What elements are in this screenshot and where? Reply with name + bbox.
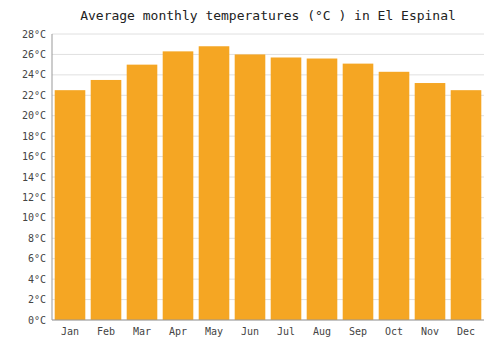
y-tick-label: 22°C <box>22 90 46 101</box>
x-axis-line <box>52 320 484 321</box>
x-tick-label: Jan <box>61 326 79 337</box>
bar <box>91 80 122 320</box>
y-tick-label: 28°C <box>22 29 46 40</box>
bar <box>235 54 266 320</box>
y-tick-label: 0°C <box>28 315 46 326</box>
y-tick-label: 12°C <box>22 192 46 203</box>
y-tick-label: 10°C <box>22 212 46 223</box>
x-tick-label: Oct <box>385 326 403 337</box>
x-axis: Jan Feb Mar Apr May Jun Jul Aug Sep Oct Nov Dec <box>61 326 475 337</box>
y-tick-label: 26°C <box>22 49 46 60</box>
y-tick-label: 14°C <box>22 172 46 183</box>
y-tick-label: 4°C <box>28 274 46 285</box>
y-tick-label: 8°C <box>28 233 46 244</box>
y-tick-label: 18°C <box>22 131 46 142</box>
bar <box>199 46 230 320</box>
y-tick-label: 16°C <box>22 151 46 162</box>
chart-title: Average monthly temperatures (°C ) in El… <box>80 8 456 23</box>
grid-line <box>52 74 484 75</box>
bar <box>127 65 158 320</box>
bar <box>379 72 410 320</box>
y-tick-label: 20°C <box>22 110 46 121</box>
y-tick-label: 2°C <box>28 294 46 305</box>
x-tick-label: Jul <box>277 326 295 337</box>
bar <box>271 57 302 320</box>
y-tick-label: 6°C <box>28 253 46 264</box>
y-axis-line <box>52 34 53 320</box>
x-tick-label: May <box>205 326 223 337</box>
grid-line <box>52 34 484 35</box>
x-tick-label: Feb <box>97 326 115 337</box>
bar <box>307 59 338 320</box>
y-axis: 0°C 2°C 4°C 6°C 8°C 10°C 12°C 14°C 16°C 18°C 20°C 2… <box>22 29 484 326</box>
grid-line <box>52 54 484 55</box>
bar <box>163 51 194 320</box>
x-tick-label: Dec <box>457 326 475 337</box>
bar <box>55 90 86 320</box>
chart-container: Average monthly temperatures (°C ) in El… <box>0 0 500 350</box>
chart-svg: Average monthly temperatures (°C ) in El… <box>0 0 500 350</box>
x-tick-label: Aug <box>313 326 331 337</box>
x-tick-label: Nov <box>421 326 439 337</box>
x-tick-label: Jun <box>241 326 259 337</box>
bar <box>451 90 482 320</box>
y-tick-label: 24°C <box>22 69 46 80</box>
bar <box>343 64 374 320</box>
x-tick-label: Mar <box>133 326 151 337</box>
bar <box>415 83 446 320</box>
bars <box>55 46 482 320</box>
grid-line <box>52 320 484 321</box>
x-tick-label: Apr <box>169 326 187 337</box>
x-tick-label: Sep <box>349 326 367 337</box>
